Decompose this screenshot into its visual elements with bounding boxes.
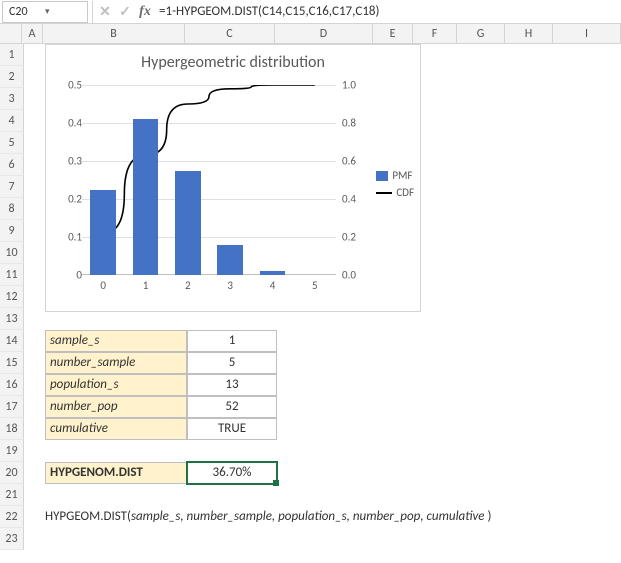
axis-y-right: 0.00.20.40.60.81.0: [342, 85, 372, 275]
param-name[interactable]: number_sample: [45, 352, 187, 374]
row-header[interactable]: 3: [0, 88, 24, 110]
syntax-args: sample_s, number_sample, population_s, n…: [131, 509, 485, 524]
cdf-line: [82, 85, 336, 275]
select-all-corner[interactable]: [0, 24, 22, 43]
column-header-row: ABCDEFGHI: [22, 24, 621, 43]
name-box[interactable]: C20 ▾: [2, 1, 88, 23]
formula-input[interactable]: =1-HYPGEOM.DIST(C14,C15,C16,C17,C18): [155, 1, 621, 23]
row-header[interactable]: 7: [0, 176, 24, 198]
fill-handle[interactable]: [273, 480, 279, 486]
param-name[interactable]: cumulative: [45, 418, 187, 440]
cell-reference: C20: [9, 5, 45, 19]
formula-bar: C20 ▾ ✕ ✓ fx =1-HYPGEOM.DIST(C14,C15,C16…: [0, 0, 621, 24]
column-header[interactable]: D: [275, 24, 373, 43]
row-header[interactable]: 4: [0, 110, 24, 132]
row-header[interactable]: 20: [0, 462, 24, 484]
column-header[interactable]: C: [185, 24, 275, 43]
syntax-func: HYPGEOM.DIST(: [45, 509, 131, 524]
chart-title: Hypergeometric distribution: [46, 45, 420, 72]
param-value[interactable]: 5: [187, 352, 277, 374]
row-header[interactable]: 9: [0, 220, 24, 242]
fx-icon[interactable]: fx: [135, 1, 155, 23]
legend: PMF CDF: [376, 165, 414, 203]
column-header[interactable]: B: [43, 24, 185, 43]
row-header[interactable]: 23: [0, 528, 24, 550]
column-header[interactable]: A: [22, 24, 43, 43]
result-value[interactable]: 36.70%: [187, 462, 277, 484]
column-header[interactable]: H: [505, 24, 553, 43]
row-header[interactable]: 21: [0, 484, 24, 506]
plot-area: [82, 85, 336, 275]
syntax-text: HYPGEOM.DIST(sample_s, number_sample, po…: [45, 509, 491, 524]
param-name[interactable]: population_s: [45, 374, 187, 396]
row-headers: 1234567891011121314151617181920212223: [0, 44, 24, 550]
separator: [92, 1, 93, 23]
column-headers: ABCDEFGHI: [0, 24, 621, 44]
bar: [133, 119, 158, 275]
row-header[interactable]: 19: [0, 440, 24, 462]
row-header[interactable]: 2: [0, 66, 24, 88]
param-value[interactable]: 52: [187, 396, 277, 418]
row-header[interactable]: 5: [0, 132, 24, 154]
confirm-icon[interactable]: ✓: [115, 1, 135, 23]
param-value[interactable]: 13: [187, 374, 277, 396]
row-header[interactable]: 8: [0, 198, 24, 220]
column-header[interactable]: G: [457, 24, 505, 43]
row-header[interactable]: 6: [0, 154, 24, 176]
cancel-icon[interactable]: ✕: [95, 1, 115, 23]
chart-hypergeometric: Hypergeometric distribution 00.10.20.30.…: [45, 44, 421, 312]
axis-x: 012345: [82, 279, 336, 295]
param-value[interactable]: TRUE: [187, 418, 277, 440]
legend-swatch-cdf: [376, 192, 392, 194]
row-header[interactable]: 18: [0, 418, 24, 440]
bar: [90, 190, 115, 276]
row-header[interactable]: 13: [0, 308, 24, 330]
column-header[interactable]: F: [413, 24, 457, 43]
bar: [175, 171, 200, 276]
legend-item-cdf: CDF: [376, 186, 414, 199]
param-name[interactable]: sample_s: [45, 330, 187, 352]
bar: [260, 271, 285, 275]
bar: [217, 245, 242, 275]
axis-y-left: 00.10.20.30.40.5: [52, 85, 82, 275]
chevron-down-icon[interactable]: ▾: [45, 6, 81, 17]
row-header[interactable]: 15: [0, 352, 24, 374]
param-name[interactable]: number_pop: [45, 396, 187, 418]
row-header[interactable]: 16: [0, 374, 24, 396]
row-header[interactable]: 10: [0, 242, 24, 264]
param-value[interactable]: 1: [187, 330, 277, 352]
legend-swatch-pmf: [376, 171, 388, 181]
row-header[interactable]: 1: [0, 44, 24, 66]
legend-item-pmf: PMF: [376, 169, 414, 182]
syntax-close: ): [485, 509, 492, 524]
row-header[interactable]: 17: [0, 396, 24, 418]
column-header[interactable]: I: [553, 24, 621, 43]
row-header[interactable]: 12: [0, 286, 24, 308]
column-header[interactable]: E: [373, 24, 413, 43]
legend-label-pmf: PMF: [392, 169, 412, 182]
row-header[interactable]: 11: [0, 264, 24, 286]
row-header[interactable]: 14: [0, 330, 24, 352]
legend-label-cdf: CDF: [396, 186, 414, 199]
row-header[interactable]: 22: [0, 506, 24, 528]
result-label[interactable]: HYPGENOM.DIST: [45, 462, 187, 484]
